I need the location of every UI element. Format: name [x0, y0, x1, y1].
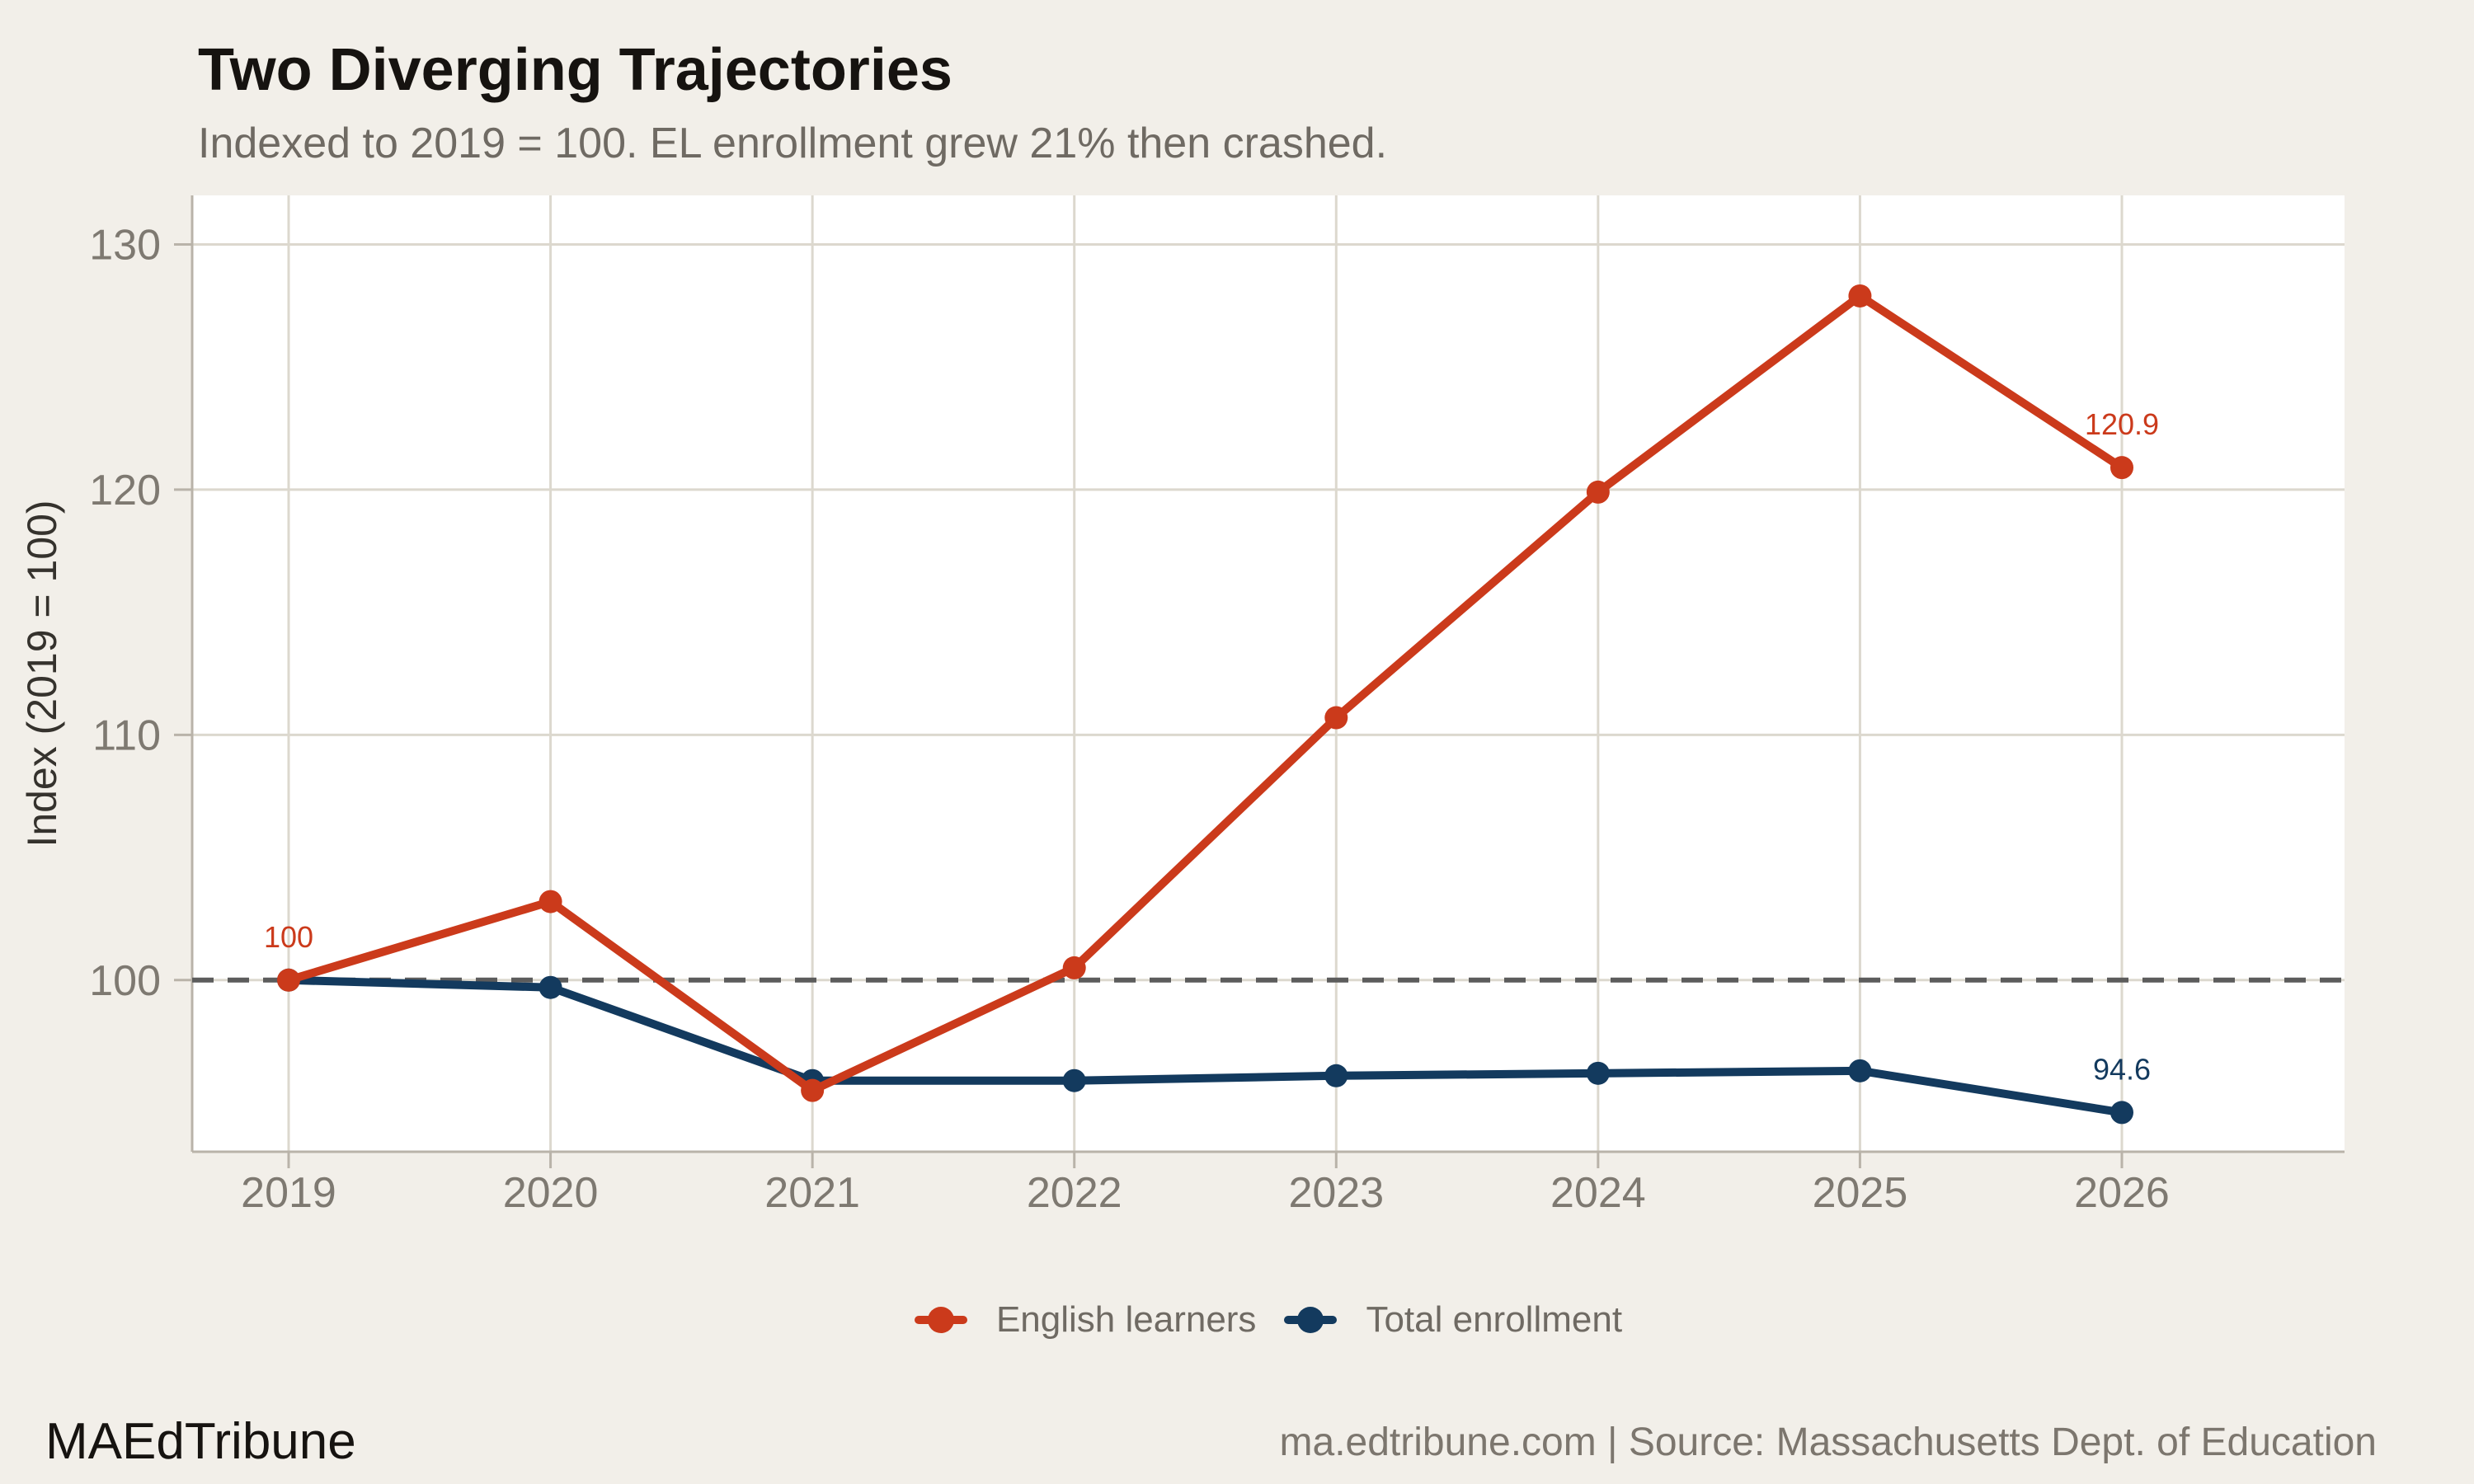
- x-tick-label: 2025: [1813, 1169, 1908, 1217]
- data-point: [539, 975, 562, 999]
- data-point: [2110, 1101, 2133, 1125]
- plot-background: [192, 195, 2345, 1152]
- data-point: [801, 1078, 825, 1102]
- legend-marker-icon: [914, 1307, 967, 1333]
- data-point: [1324, 706, 1348, 730]
- data-point: [1324, 1064, 1348, 1087]
- data-point: [1586, 480, 1610, 504]
- x-tick-label: 2024: [1550, 1169, 1646, 1217]
- legend-label: English learners: [995, 1299, 1257, 1340]
- data-point: [2110, 456, 2133, 480]
- x-tick-label: 2019: [241, 1169, 336, 1217]
- data-point: [539, 890, 562, 913]
- series-line-1: [285, 975, 2126, 1117]
- data-label: 94.6: [2093, 1052, 2151, 1086]
- chart-subtitle: Indexed to 2019 = 100. EL enrollment gre…: [198, 120, 1388, 167]
- data-point: [1062, 1068, 1086, 1092]
- legend-dot-icon: [927, 1307, 954, 1333]
- source-attribution: ma.edtribune.com | Source: Massachusetts…: [1279, 1421, 2377, 1464]
- x-tick-label: 2020: [503, 1169, 599, 1217]
- y-axis-title: Index (2019 = 100): [19, 500, 65, 847]
- y-tick-label: 130: [89, 221, 161, 269]
- data-point: [1586, 1061, 1610, 1085]
- y-tick-label: 120: [89, 467, 161, 514]
- data-point: [277, 968, 300, 992]
- y-tick-label: 110: [92, 711, 161, 759]
- legend-label: Total enrollment: [1366, 1299, 1623, 1340]
- data-point: [1848, 1059, 1872, 1082]
- legend-item-0: English learners: [914, 1299, 1257, 1341]
- x-tick-label: 2021: [764, 1169, 860, 1217]
- y-tick-label: 100: [89, 957, 161, 1005]
- data-label: 120.9: [2085, 407, 2159, 441]
- x-tick-label: 2026: [2074, 1169, 2170, 1217]
- brand-logo-text: MAEdTribune: [45, 1413, 356, 1470]
- legend-item-1: Total enrollment: [1284, 1299, 1622, 1341]
- legend-dot-icon: [1297, 1307, 1324, 1333]
- x-tick-label: 2022: [1027, 1169, 1122, 1217]
- chart-title: Two Diverging Trajectories: [198, 37, 952, 103]
- legend-marker-icon: [1284, 1307, 1338, 1333]
- data-label: 100: [264, 920, 313, 954]
- data-point: [1062, 956, 1086, 979]
- data-point: [1848, 284, 1872, 308]
- series-line-0: [285, 291, 2126, 1095]
- legend: English learners Total enrollment: [192, 1291, 2345, 1349]
- x-tick-label: 2023: [1288, 1169, 1384, 1217]
